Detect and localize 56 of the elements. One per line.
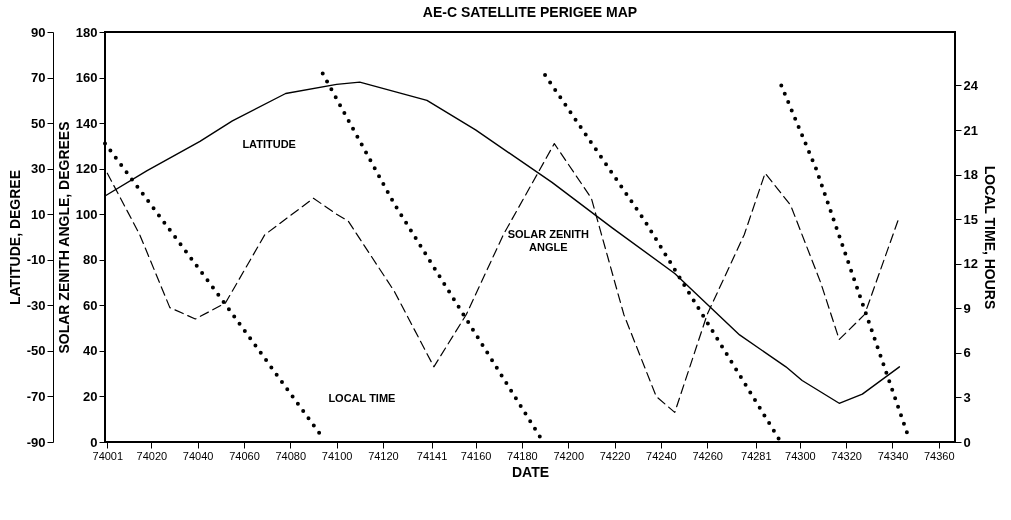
x-tick-label: 74001 [92, 449, 124, 462]
x-tick-label: 74160 [460, 449, 492, 462]
y3-tick-label: 0 [963, 434, 971, 450]
y-tick-label: 70 [31, 70, 46, 86]
series-label: SOLAR ZENITH ANGLE [507, 227, 590, 253]
y3-tick-label: 15 [963, 211, 978, 227]
y2-tick-label: 20 [83, 388, 98, 404]
y2-tick-label: 40 [83, 343, 98, 359]
x-tick-label: 74141 [416, 449, 448, 462]
y-tick-label: -30 [26, 297, 46, 313]
y3-tick-label: 6 [963, 345, 971, 361]
text: LOCAL TIME [328, 391, 396, 404]
y2-axis-title: SOLAR ZENITH ANGLE, DEGREES [55, 121, 72, 354]
y2-tick-label: 80 [83, 252, 98, 268]
x-tick-label: 74200 [553, 449, 585, 462]
x-tick-label: 74060 [229, 449, 260, 462]
series-label: LATITUDE [242, 137, 296, 150]
x-tick-label: 74120 [368, 449, 399, 462]
y2-tick-label: 180 [75, 24, 98, 40]
x-tick-label: 74020 [136, 449, 168, 462]
y3-axis-title: LOCAL TIME, HOURS [981, 165, 998, 310]
x-tick-label: 74281 [741, 449, 772, 462]
x-tick-label: 74180 [507, 449, 538, 462]
y-tick-label: -50 [26, 343, 46, 359]
y-tick-label: -10 [26, 252, 46, 268]
y2-tick-label: 100 [75, 206, 98, 222]
x-tick-label: 74240 [646, 449, 677, 462]
y3-tick-label: 18 [963, 167, 978, 183]
y-tick-label: 10 [31, 206, 46, 222]
x-tick-label: 74340 [877, 449, 909, 462]
x-axis-title: DATE [511, 463, 550, 480]
y3-tick-label: 12 [963, 256, 978, 272]
y3-tick-label: 24 [963, 77, 979, 93]
x-tick-label: 74080 [275, 449, 307, 462]
y3-tick-label: 3 [963, 389, 971, 405]
y-axis-title: LATITUDE, DEGREE [6, 169, 23, 306]
y2-tick-label: 0 [90, 434, 98, 450]
x-tick-label: 74260 [692, 449, 723, 462]
x-tick-label: 74320 [831, 449, 862, 462]
x-tick-label: 74300 [785, 449, 816, 462]
y3-tick-label: 21 [963, 122, 978, 138]
y2-tick-label: 60 [83, 297, 98, 313]
y2-tick-label: 120 [75, 161, 98, 177]
chart-title: AE-C SATELLITE PERIGEE MAP [422, 4, 638, 20]
y2-tick-label: 160 [75, 70, 98, 86]
x-tick-label: 74040 [182, 449, 214, 462]
y-tick-label: -90 [26, 434, 46, 450]
x-tick-label: 74100 [321, 449, 353, 462]
y-tick-label: 90 [31, 24, 46, 40]
y-tick-label: 30 [31, 161, 46, 177]
x-tick-label: 74220 [599, 449, 631, 462]
y3-tick-label: 9 [963, 300, 971, 316]
y2-tick-label: 140 [75, 115, 98, 131]
y-tick-label: 50 [31, 115, 46, 131]
y-tick-label: -70 [26, 388, 46, 404]
x-tick-label: 74360 [923, 449, 955, 462]
